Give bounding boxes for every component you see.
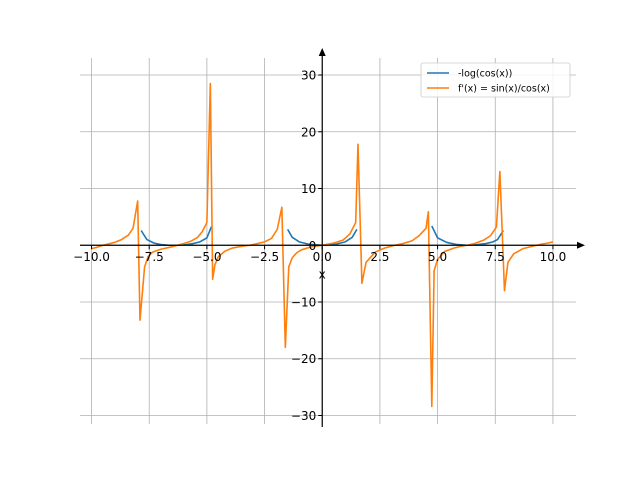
x-ticks: −10.0 −7.5 −5.0 −2.5 0.0 2.5 5.0 7.5 10.0 [73, 245, 566, 264]
y-tick-label-6: 30 [301, 69, 316, 83]
y-tick-label-5: 20 [301, 125, 316, 139]
x-tick-label-6: 5.0 [428, 250, 447, 264]
y-tick-label-2: −10 [291, 296, 316, 310]
y-ticks: −30 −20 −10 0 10 20 30 [291, 69, 323, 423]
y-tick-label-1: −20 [291, 352, 316, 366]
y-tick-label-3: 0 [309, 239, 317, 253]
y-tick-label-4: 10 [301, 182, 316, 196]
grid-lines [80, 58, 576, 424]
x-tick-label-3: −2.5 [250, 250, 279, 264]
axes [80, 48, 585, 427]
legend-label-1: f'(x) = sin(x)/cos(x) [458, 84, 550, 95]
legend-label-0: -log(cos(x)) [458, 69, 512, 80]
x-tick-label-2: −5.0 [192, 250, 221, 264]
series-1-line [91, 82, 554, 408]
legend: -log(cos(x)) f'(x) = sin(x)/cos(x) [420, 62, 571, 98]
series-0-line-2 [431, 225, 505, 247]
y-tick-label-0: −30 [291, 409, 316, 423]
x-axis-title: x [319, 267, 326, 281]
x-tick-label-5: 2.5 [370, 250, 389, 264]
y-axis-arrow [318, 48, 326, 56]
x-axis-arrow [577, 241, 585, 249]
x-tick-label-1: −7.5 [135, 250, 164, 264]
x-tick-label-7: 7.5 [486, 250, 505, 264]
x-tick-label-0: −10.0 [73, 250, 110, 264]
x-tick-label-4: 0.0 [313, 250, 332, 264]
x-tick-label-8: 10.0 [540, 250, 567, 264]
legend-box [420, 62, 571, 98]
series-0-line-0 [140, 226, 213, 247]
